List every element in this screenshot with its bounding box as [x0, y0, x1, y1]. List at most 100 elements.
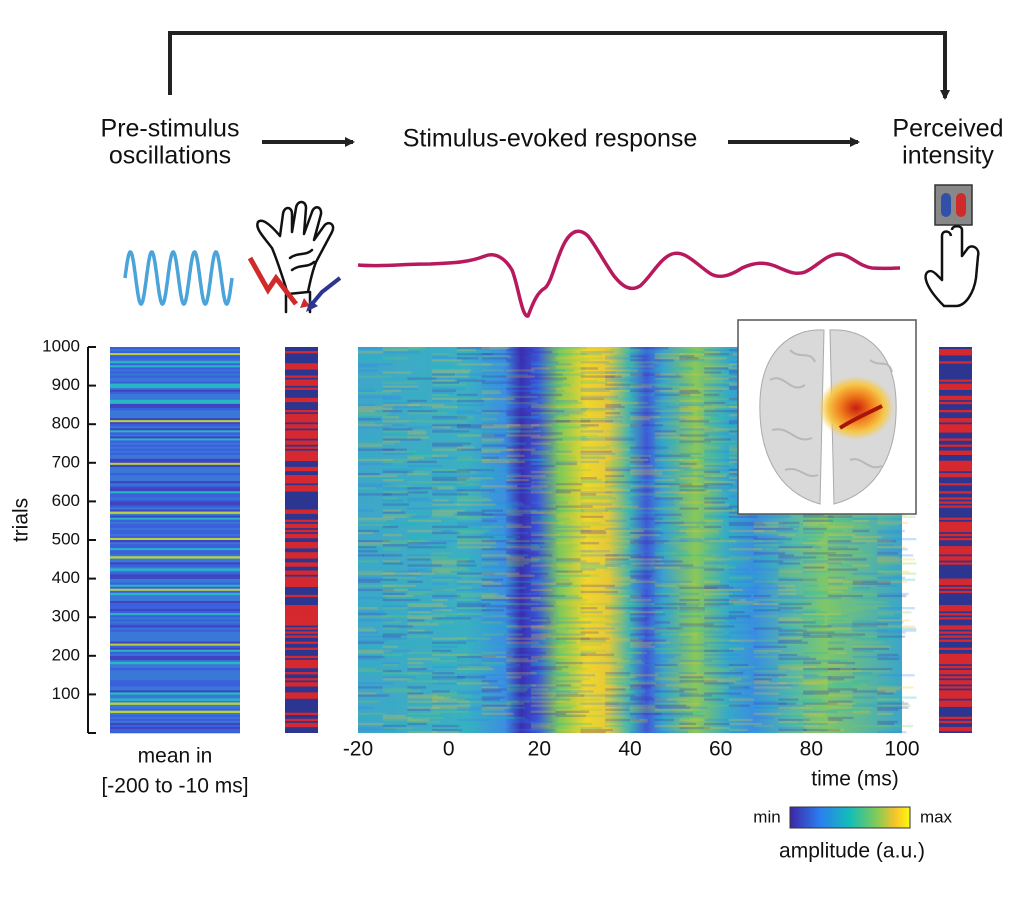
heatmap-noise — [531, 442, 551, 445]
heatmap-noise — [803, 590, 830, 594]
heatmap-noise — [531, 698, 571, 701]
heatmap-noise — [852, 724, 891, 728]
heatmap-noise — [456, 663, 484, 667]
heatmap-noise — [432, 377, 459, 380]
heatmap-noise — [728, 598, 747, 602]
heatmap-noise — [531, 629, 569, 632]
trial-stripe — [110, 481, 240, 484]
heatmap-noise — [531, 720, 553, 724]
heatmap-noise — [605, 680, 640, 683]
rating-stripe — [285, 452, 318, 455]
heatmap-noise — [778, 653, 798, 657]
heatmap-noise — [555, 667, 589, 671]
heatmap-noise — [654, 405, 689, 409]
heatmap-noise — [654, 602, 687, 606]
heatmap-noise — [679, 407, 715, 411]
heatmap-noise — [358, 544, 383, 547]
heatmap-noise — [778, 546, 813, 549]
heatmap-noise — [679, 489, 707, 492]
heatmap-noise — [531, 353, 558, 356]
heatmap-noise — [728, 704, 750, 707]
heatmap-noise — [456, 670, 489, 673]
heatmap-noise — [531, 377, 567, 380]
heatmap-noise — [803, 623, 822, 626]
heatmap-noise — [555, 641, 577, 644]
heatmap-noise — [679, 387, 704, 390]
heatmap-noise — [803, 568, 827, 571]
heatmap-noise — [481, 631, 509, 634]
heatmap-noise — [531, 414, 570, 417]
rating-stripe — [939, 521, 972, 525]
heatmap-noise — [827, 678, 844, 681]
rating-stripe — [285, 511, 318, 514]
rating-stripe — [939, 428, 972, 431]
heatmap-noise — [654, 430, 677, 433]
heatmap-noise — [877, 712, 893, 716]
heatmap-noise — [654, 690, 685, 693]
heatmap-noise — [432, 680, 457, 683]
heatmap-noise — [753, 552, 785, 555]
heatmap-noise — [778, 706, 813, 709]
heatmap-noise — [382, 357, 409, 360]
heatmap-noise — [803, 692, 829, 695]
heatmap-noise — [605, 379, 635, 382]
heatmap-noise — [679, 440, 711, 443]
heatmap-noise — [654, 647, 673, 651]
heatmap-noise — [753, 529, 776, 533]
heatmap-noise — [827, 594, 863, 598]
heatmap-noise — [728, 533, 759, 537]
heatmap-noise — [877, 540, 897, 543]
heatmap-noise — [358, 588, 394, 592]
panel-label: [-200 to -10 ms] — [101, 775, 248, 798]
heatmap-noise — [358, 645, 397, 648]
heatmap-noise — [358, 605, 392, 608]
heatmap-noise — [432, 474, 457, 478]
heatmap-noise — [679, 672, 697, 675]
heatmap-noise — [803, 619, 825, 622]
heatmap-noise — [481, 696, 506, 699]
trial-stripe — [110, 623, 240, 626]
rating-stripe — [285, 678, 318, 681]
heatmap-noise — [358, 576, 383, 579]
heatmap-noise — [407, 667, 428, 671]
heatmap-noise — [358, 523, 391, 527]
heatmap-noise — [481, 397, 515, 401]
heatmap-noise — [704, 483, 734, 486]
heatmap-noise — [852, 674, 876, 677]
heatmap-noise — [654, 714, 682, 718]
heatmap-noise — [753, 562, 793, 565]
heatmap-noise — [382, 570, 418, 573]
rating-stripe — [939, 430, 972, 433]
hand-press-icon — [924, 225, 980, 308]
heatmap-noise — [728, 535, 758, 539]
heatmap-noise — [728, 611, 745, 614]
heatmap-noise — [679, 537, 702, 541]
heatmap-noise — [778, 730, 806, 734]
heatmap-noise — [605, 519, 627, 523]
heatmap-noise — [679, 529, 719, 533]
heatmap-noise — [852, 645, 891, 648]
heatmap-noise — [432, 568, 469, 571]
heatmap-noise — [630, 511, 663, 514]
heatmap-noise — [456, 724, 473, 728]
rating-stripe — [285, 562, 318, 565]
heatmap-noise — [877, 700, 905, 703]
heatmap-noise — [481, 533, 510, 537]
rating-stripe — [939, 682, 972, 685]
rating-stripe — [285, 420, 318, 423]
rating-stripe — [285, 387, 318, 390]
heatmap-noise — [877, 698, 900, 701]
heatmap-noise — [753, 570, 783, 573]
heatmap-noise — [358, 692, 377, 695]
heatmap-noise — [605, 412, 621, 415]
heatmap-noise — [852, 540, 893, 543]
heatmap-noise — [580, 430, 604, 433]
heatmap-noise — [704, 562, 724, 565]
heatmap-noise — [654, 684, 688, 687]
heatmap-noise — [630, 493, 662, 496]
heatmap-noise — [407, 460, 437, 464]
heatmap-noise — [654, 485, 687, 488]
heatmap-noise — [531, 605, 554, 608]
flow-label: intensity — [902, 142, 994, 170]
heatmap-noise — [481, 353, 507, 356]
